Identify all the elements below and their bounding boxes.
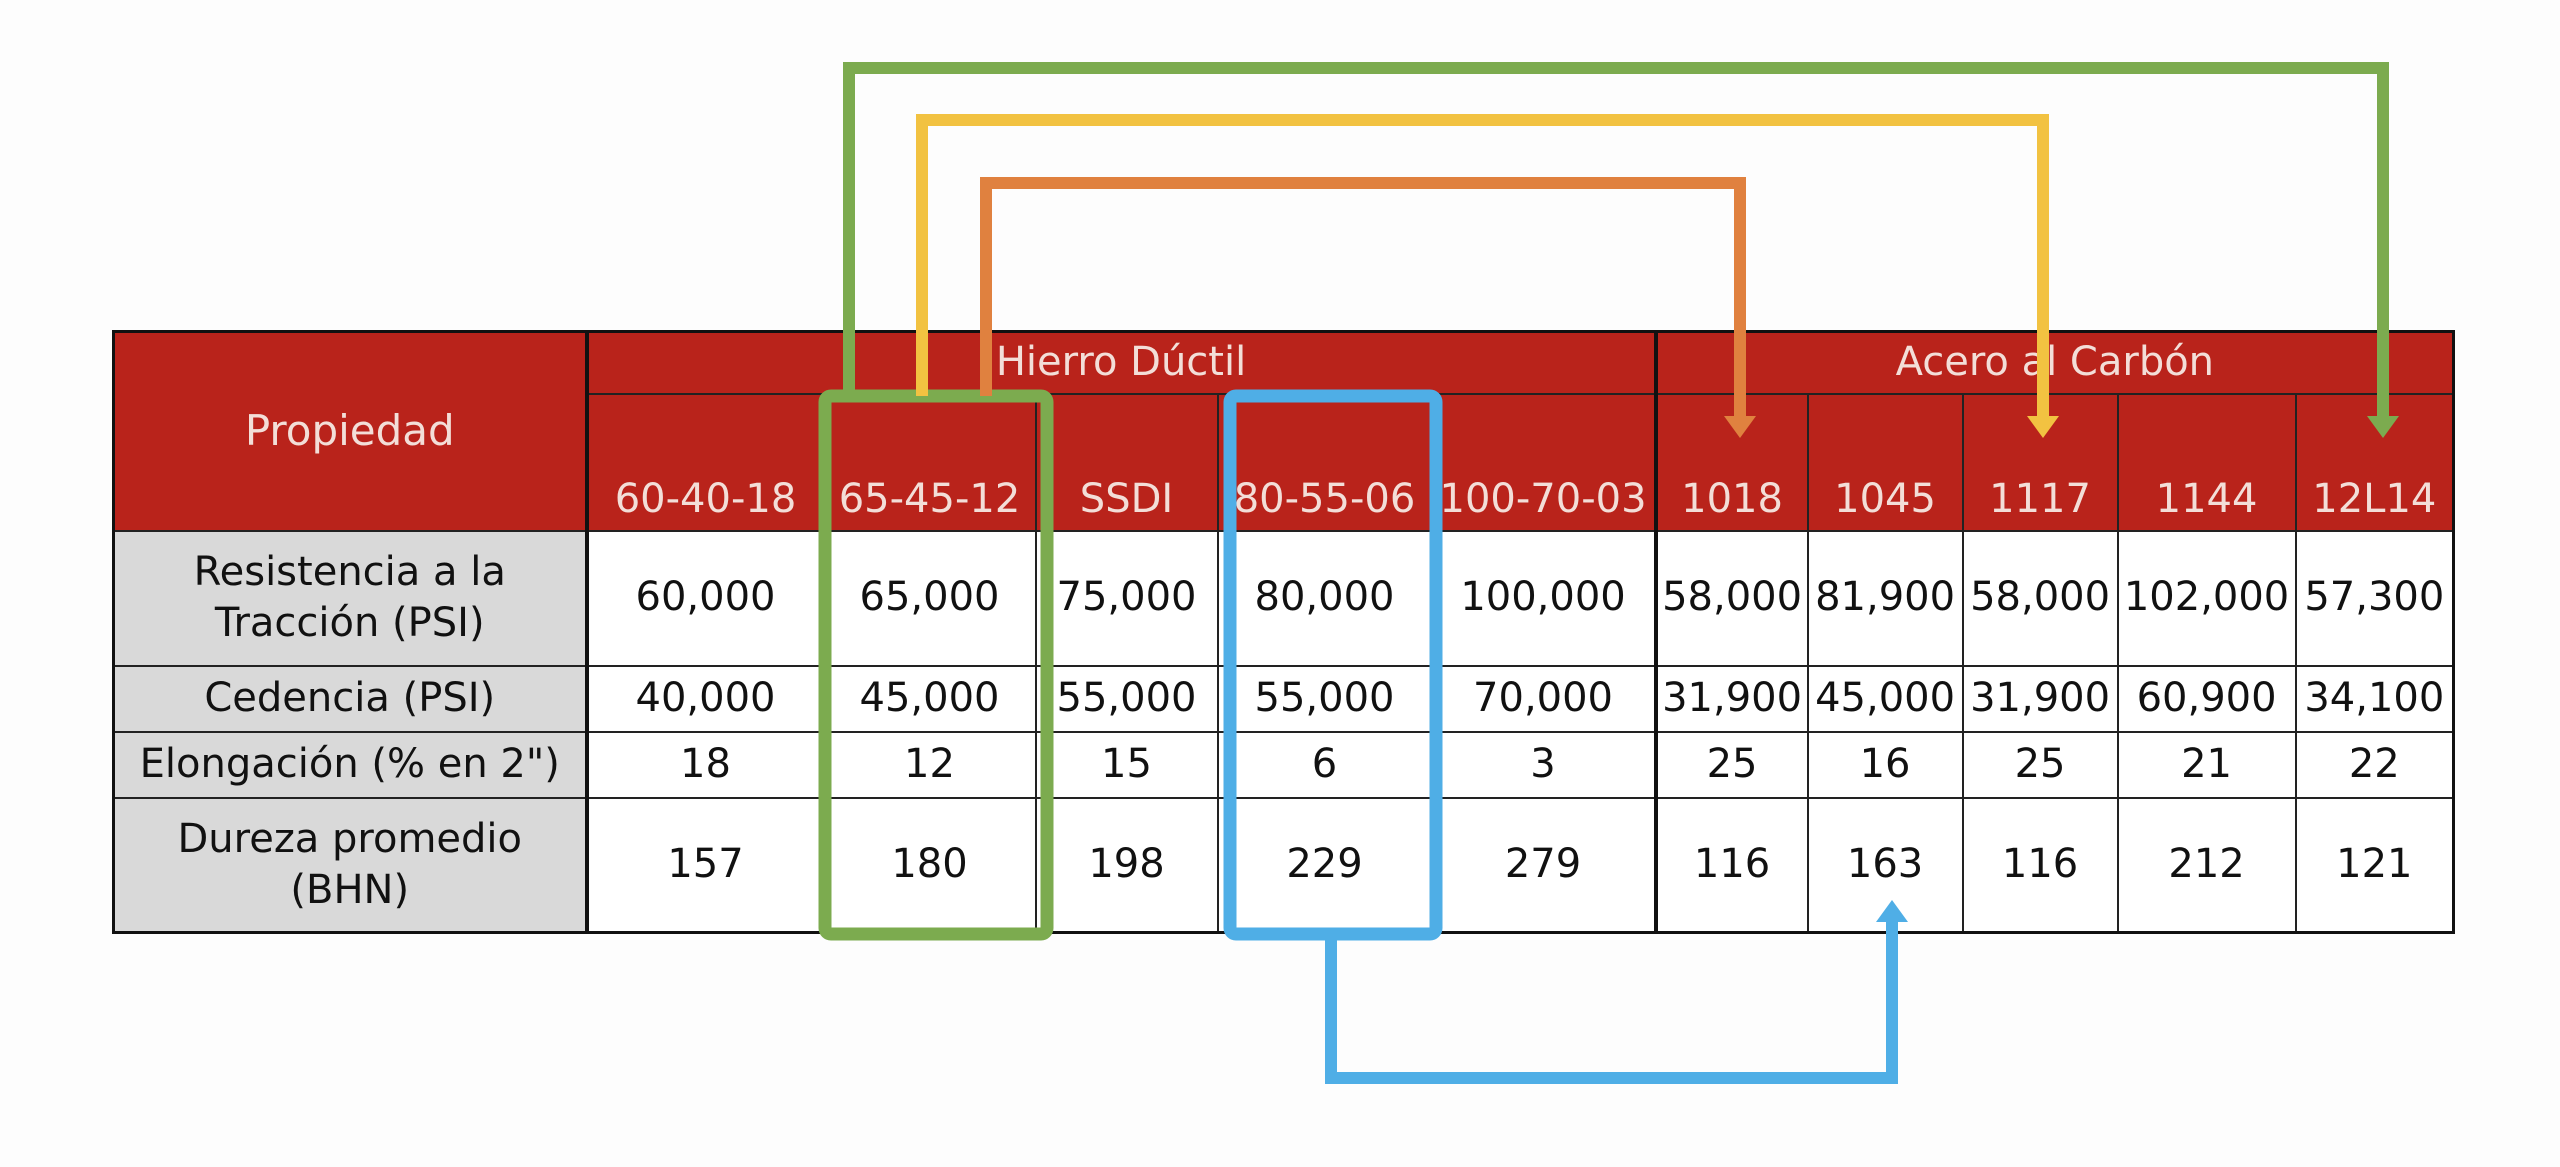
value-cell: 116 bbox=[1653, 796, 1809, 934]
value-cell: 75,000 bbox=[1034, 529, 1219, 667]
value-cell: 15 bbox=[1034, 730, 1219, 799]
value-cell: 57,300 bbox=[2294, 529, 2455, 667]
value-cell: 180 bbox=[822, 796, 1037, 934]
value-cell: 21 bbox=[2116, 730, 2297, 799]
value-cell: 163 bbox=[1806, 796, 1964, 934]
value-cell: 102,000 bbox=[2116, 529, 2297, 667]
value-cell: 212 bbox=[2116, 796, 2297, 934]
value-cell: 25 bbox=[1961, 730, 2119, 799]
value-cell: 279 bbox=[1430, 796, 1657, 934]
value-cell: 3 bbox=[1430, 730, 1657, 799]
value-cell: 31,900 bbox=[1961, 664, 2119, 733]
column-header: 12L14 bbox=[2294, 392, 2455, 532]
value-cell: 34,100 bbox=[2294, 664, 2455, 733]
value-cell: 22 bbox=[2294, 730, 2455, 799]
column-header: 1045 bbox=[1806, 392, 1964, 532]
column-header: 80-55-06 bbox=[1216, 392, 1433, 532]
value-cell: 12 bbox=[822, 730, 1037, 799]
property-label: Resistencia a la Tracción (PSI) bbox=[112, 529, 589, 667]
connector-80-55-06-to-1045 bbox=[1325, 920, 1898, 1084]
value-cell: 121 bbox=[2294, 796, 2455, 934]
value-cell: 31,900 bbox=[1653, 664, 1809, 733]
property-label: Dureza promedio (BHN) bbox=[112, 796, 589, 934]
value-cell: 40,000 bbox=[585, 664, 825, 733]
value-cell: 60,900 bbox=[2116, 664, 2297, 733]
column-header: 1018 bbox=[1653, 392, 1809, 532]
value-cell: 60,000 bbox=[585, 529, 825, 667]
value-cell: 45,000 bbox=[1806, 664, 1964, 733]
value-cell: 100,000 bbox=[1430, 529, 1657, 667]
table-row: Dureza promedio (BHN) 157 180 198 229 279 116 1… bbox=[112, 796, 2455, 934]
property-label: Elongación (% en 2") bbox=[112, 730, 589, 799]
group-header: Hierro Dúctil bbox=[585, 330, 1657, 395]
column-header: SSDI bbox=[1034, 392, 1219, 532]
value-cell: 198 bbox=[1034, 796, 1219, 934]
column-header: 65-45-12 bbox=[822, 392, 1037, 532]
value-cell: 65,000 bbox=[822, 529, 1037, 667]
value-cell: 116 bbox=[1961, 796, 2119, 934]
table-row: Resistencia a la Tracción (PSI) 60,000 65,… bbox=[112, 529, 2455, 667]
property-label: Cedencia (PSI) bbox=[112, 664, 589, 733]
value-cell: 80,000 bbox=[1216, 529, 1433, 667]
group-header: Acero al Carbón bbox=[1653, 330, 2455, 395]
value-cell: 58,000 bbox=[1961, 529, 2119, 667]
value-cell: 81,900 bbox=[1806, 529, 1964, 667]
properties-table: Propiedad Hierro Dúctil Acero al Carbón 60-… bbox=[112, 330, 2456, 934]
value-cell: 55,000 bbox=[1216, 664, 1433, 733]
value-cell: 6 bbox=[1216, 730, 1433, 799]
table-row: Elongación (% en 2") 18 12 15 6 3 25 16 25 21 22 bbox=[112, 730, 2455, 799]
value-cell: 70,000 bbox=[1430, 664, 1657, 733]
group-header-row: Propiedad Hierro Dúctil Acero al Carbón bbox=[112, 330, 2455, 532]
column-header: 1117 bbox=[1961, 392, 2119, 532]
value-cell: 18 bbox=[585, 730, 825, 799]
value-cell: 157 bbox=[585, 796, 825, 934]
value-cell: 58,000 bbox=[1653, 529, 1809, 667]
value-cell: 229 bbox=[1216, 796, 1433, 934]
column-header: 100-70-03 bbox=[1430, 392, 1657, 532]
property-header: Propiedad bbox=[112, 330, 589, 532]
column-header: 60-40-18 bbox=[585, 392, 825, 532]
column-header: 1144 bbox=[2116, 392, 2297, 532]
value-cell: 25 bbox=[1653, 730, 1809, 799]
table-row: Cedencia (PSI) 40,000 45,000 55,000 55,000 70… bbox=[112, 664, 2455, 733]
value-cell: 45,000 bbox=[822, 664, 1037, 733]
value-cell: 55,000 bbox=[1034, 664, 1219, 733]
value-cell: 16 bbox=[1806, 730, 1964, 799]
